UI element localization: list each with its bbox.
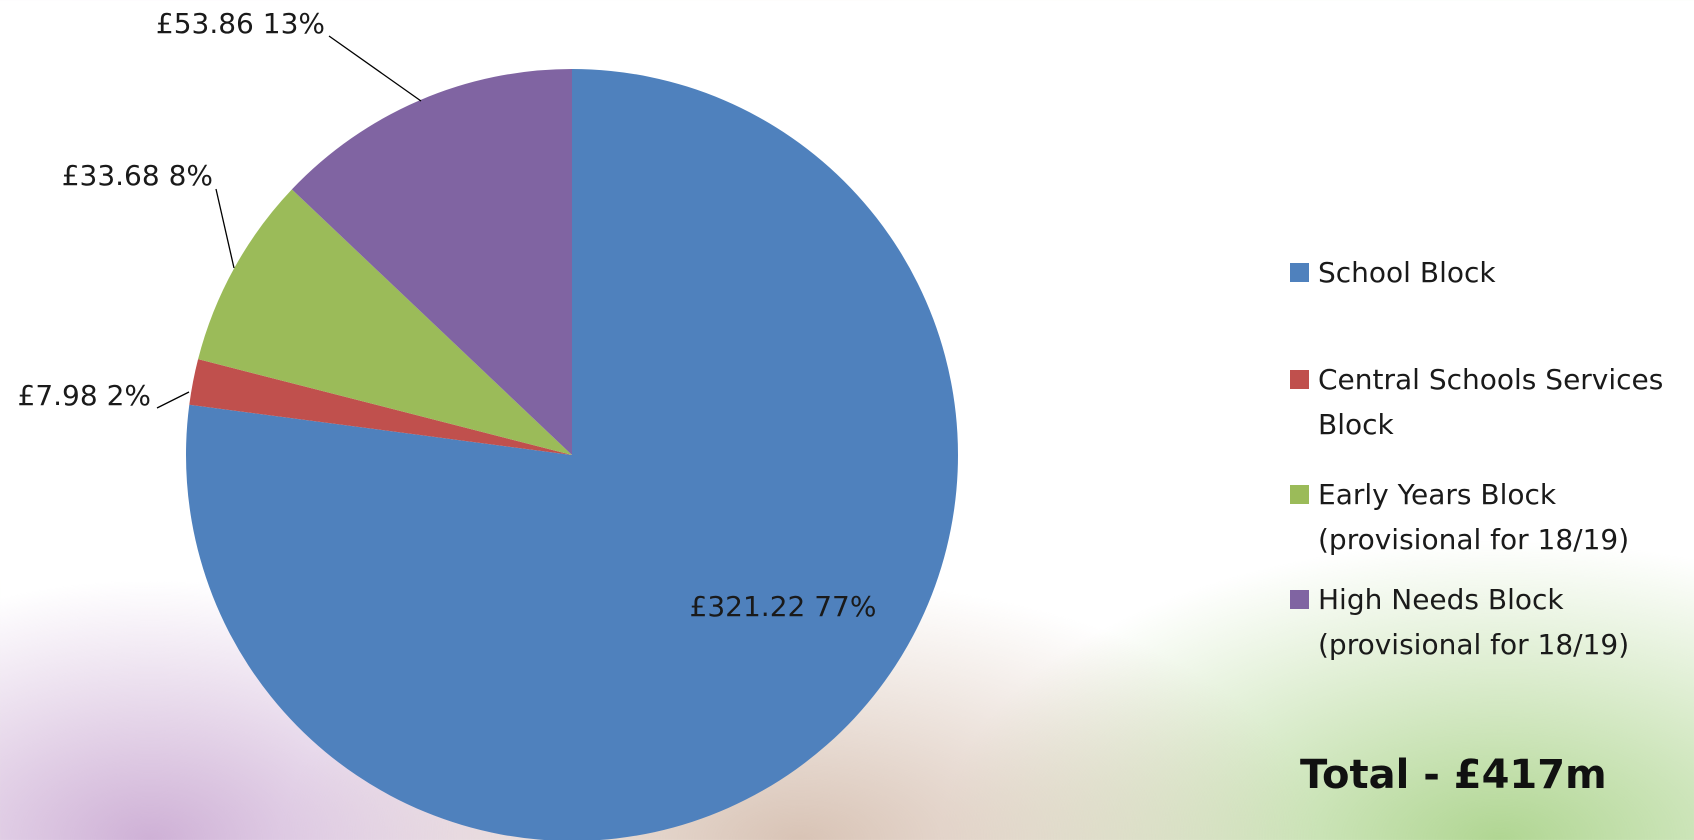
legend-label: High Needs Block (provisional for 18/19) (1318, 577, 1648, 667)
data-label: £7.98 2% (18, 379, 151, 412)
legend-item: Central Schools Services Block (1290, 357, 1688, 447)
legend-swatch (1290, 370, 1309, 389)
legend-item: School Block (1290, 250, 1694, 295)
data-label: £321.22 77% (690, 590, 877, 623)
total-annotation: Total - £417m (1300, 752, 1607, 798)
leader-line (329, 36, 421, 101)
legend-item: High Needs Block (provisional for 18/19) (1290, 577, 1648, 667)
data-label: £33.68 8% (62, 159, 213, 192)
legend-label: Early Years Block (provisional for 18/19… (1318, 472, 1648, 562)
legend-swatch (1290, 485, 1309, 504)
legend-swatch (1290, 590, 1309, 609)
leader-line (157, 392, 189, 408)
page: £321.22 77% £7.98 2% £33.68 8% £53.86 13% S… (0, 0, 1694, 840)
data-label: £53.86 13% (156, 7, 325, 40)
legend-label: School Block (1318, 250, 1694, 295)
legend-swatch (1290, 263, 1309, 282)
legend-label: Central Schools Services Block (1318, 357, 1688, 447)
legend-item: Early Years Block (provisional for 18/19… (1290, 472, 1648, 562)
leader-line (216, 189, 234, 268)
